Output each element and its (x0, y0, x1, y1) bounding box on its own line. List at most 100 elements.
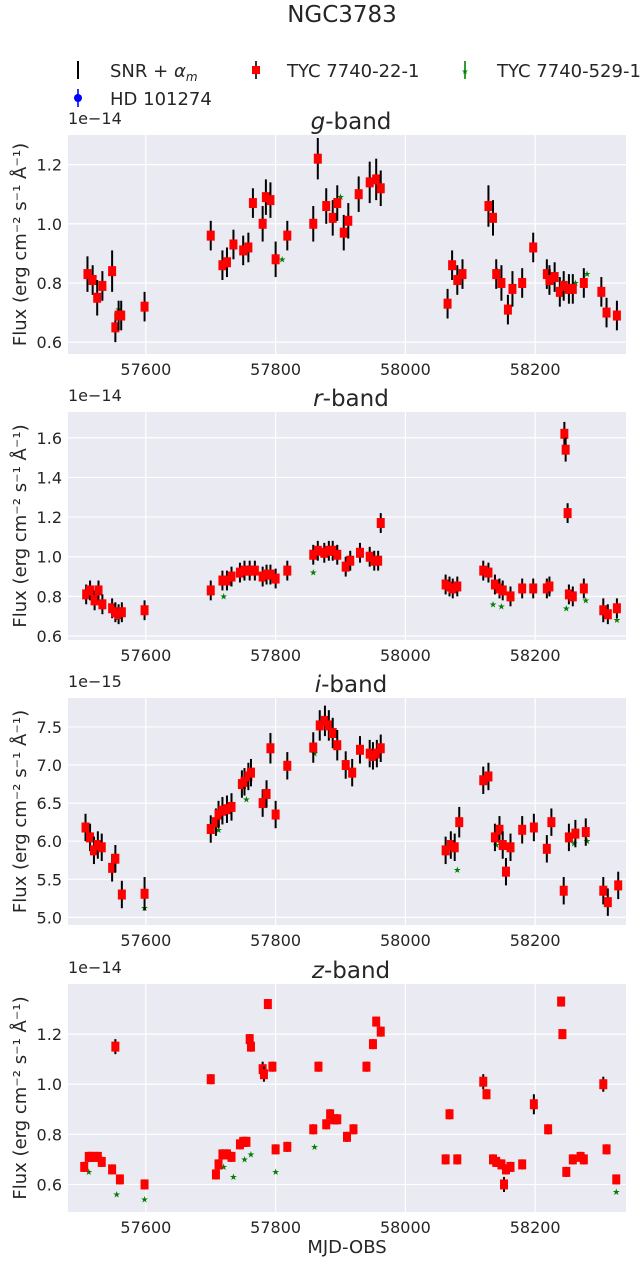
tyc-22-point (542, 843, 551, 854)
tyc-22-point (98, 599, 107, 610)
y-tick-label: 1.0 (37, 548, 62, 567)
tyc-22-point (240, 565, 249, 576)
x-tick-label: 57600 (120, 646, 171, 665)
y-axis-label: Flux (erg cm⁻² s⁻¹ Å⁻¹) (9, 424, 31, 627)
y-tick-label: 0.8 (37, 274, 62, 293)
tyc-22-point (365, 177, 374, 188)
tyc-22-point (544, 1124, 553, 1135)
y-tick-label: 1.0 (37, 1075, 62, 1094)
tyc-22-point (492, 1156, 501, 1167)
tyc-22-point (266, 569, 275, 580)
tyc-22-point (227, 1151, 236, 1162)
tyc-22-point (117, 889, 126, 900)
tyc-22-point (140, 1179, 149, 1190)
tyc-22-point (88, 275, 97, 286)
y-tick-label: 0.6 (37, 333, 62, 352)
plot-area (68, 984, 626, 1212)
tyc-22-point (81, 822, 90, 833)
tyc-22-point (518, 824, 527, 835)
tyc-22-point (484, 771, 493, 782)
tyc-22-point (341, 561, 350, 572)
tyc-22-point (484, 201, 493, 212)
tyc-22-point (315, 720, 324, 731)
x-tick-label: 58000 (380, 1218, 431, 1237)
tyc-22-point (88, 1151, 97, 1162)
tyc-22-point (479, 775, 488, 786)
tyc-529-point: ★ (492, 841, 500, 851)
tyc-22-point (248, 198, 257, 209)
y-tick-label: 1.4 (37, 468, 62, 487)
tyc-22-point (490, 579, 499, 590)
legend-label-tyc529: TYC 7740-529-1 (496, 61, 641, 82)
tyc-22-point (508, 283, 517, 294)
tyc-22-point (348, 767, 357, 778)
tyc-22-point (560, 428, 569, 439)
tyc-22-point (140, 888, 149, 899)
x-tick-label: 57800 (250, 1218, 301, 1237)
tyc-22-point (245, 565, 254, 576)
tyc-22-point (271, 809, 280, 820)
tyc-22-point (563, 508, 572, 519)
tyc-22-point (117, 607, 126, 618)
tyc-22-point (376, 743, 385, 754)
tyc-22-point (115, 1174, 124, 1185)
tyc-22-point (453, 1154, 462, 1165)
tyc-22-point (376, 518, 385, 529)
legend-label-snr: SNR + αm (110, 61, 198, 84)
tyc-22-point (108, 862, 117, 873)
tyc-22-point (86, 585, 95, 596)
y-tick-label: 1.2 (37, 156, 62, 175)
tyc-22-point (568, 1154, 577, 1165)
tyc-22-point (559, 885, 568, 896)
tyc-22-point (83, 269, 92, 280)
tyc-22-point (529, 1099, 538, 1110)
legend-item-tyc529: ★ TYC 7740-529-1 (461, 61, 641, 82)
tyc-22-point (500, 1179, 509, 1190)
panel-i-band: i-band 1e−15 57600 57800 58000 58200 5.0 5.5 6.0… (9, 672, 626, 950)
y-exponent-label: 1e−14 (68, 109, 122, 128)
tyc-529-point: ★ (562, 604, 570, 614)
y-tick-label: 1.2 (37, 1025, 62, 1044)
tyc-22-point (90, 595, 99, 606)
tyc-22-point (206, 824, 215, 835)
tyc-22-point (111, 853, 120, 864)
tyc-22-point (568, 591, 577, 602)
tyc-22-point (89, 845, 98, 856)
tyc-22-point (283, 760, 292, 771)
tyc-22-point (497, 277, 506, 288)
tyc-22-point (458, 269, 467, 280)
tyc-22-point (506, 842, 515, 853)
x-tick-label: 57800 (250, 360, 301, 379)
tyc-22-point (506, 1161, 515, 1172)
tyc-22-point (222, 1149, 231, 1160)
x-tick-label: 58200 (510, 1218, 561, 1237)
tyc-22-point (218, 1149, 227, 1160)
tyc-22-point (498, 840, 507, 851)
tyc-22-point (218, 260, 227, 271)
tyc-22-point (324, 720, 333, 731)
tyc-529-point: ★ (583, 270, 591, 280)
tyc-529-point: ★ (247, 1150, 255, 1160)
tyc-22-point (320, 547, 329, 558)
tyc-22-point (374, 555, 383, 566)
tyc-22-point (603, 897, 612, 908)
tyc-22-point (368, 1039, 377, 1050)
tyc-22-point (354, 189, 363, 200)
tyc-22-point (97, 842, 106, 853)
tyc-529-point: ★ (583, 837, 591, 847)
x-tick-label: 58200 (510, 646, 561, 665)
y-tick-label: 0.8 (37, 1125, 62, 1144)
tyc-22-point (612, 603, 621, 614)
tyc-22-point (93, 292, 102, 303)
tyc-22-point (258, 798, 267, 809)
tyc-22-point (558, 1029, 567, 1040)
tyc-529-point: ★ (570, 839, 578, 849)
tyc-22-point (222, 804, 231, 815)
tyc-22-point (376, 1026, 385, 1037)
x-tick-label: 58200 (510, 931, 561, 950)
y-axis-label: Flux (erg cm⁻² s⁻¹ Å⁻¹) (9, 143, 31, 346)
tyc-22-point (140, 605, 149, 616)
tyc-22-point (271, 254, 280, 265)
plot-area (68, 698, 626, 925)
tyc-22-point (86, 832, 95, 843)
